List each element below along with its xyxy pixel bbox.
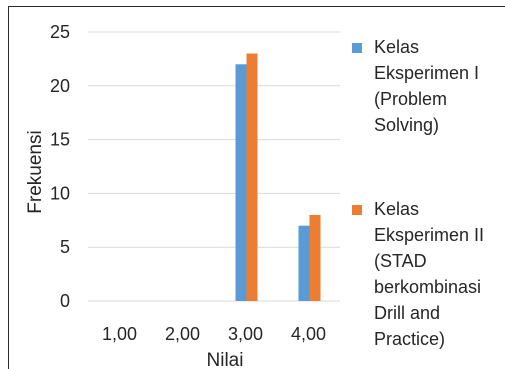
- x-axis-label: Nilai: [207, 350, 244, 369]
- bars: [235, 53, 321, 301]
- y-tick-label: 25: [50, 22, 70, 42]
- y-axis-label: Frekuensi: [25, 130, 46, 213]
- x-tick-label: 3,00: [228, 324, 263, 344]
- bar-series-1-4,00: [298, 225, 310, 301]
- x-tick-labels: 1,00 2,00 3,00 4,00: [102, 324, 326, 344]
- gridlines: [88, 31, 340, 302]
- y-tick-label: 10: [50, 183, 70, 203]
- y-tick-label: 15: [50, 130, 70, 150]
- legend-swatch-series-1: [352, 43, 362, 53]
- legend-swatch-series-2: [352, 205, 362, 215]
- legend-label-series-2: Kelas Eksperimen II (STAD berkombinasi D…: [374, 199, 485, 349]
- legend-label-series-1: Kelas Eksperimen I (Problem Solving): [374, 37, 480, 135]
- bar-series-2-4,00: [309, 214, 321, 301]
- y-tick-label: 20: [50, 76, 70, 96]
- x-tick-label: 2,00: [165, 324, 200, 344]
- y-tick-labels: 0 5 10 15 20 25: [50, 22, 70, 311]
- x-tick-label: 4,00: [291, 324, 326, 344]
- bar-series-2-3,00: [246, 53, 258, 301]
- bar-series-1-3,00: [235, 64, 247, 301]
- y-tick-label: 0: [60, 291, 70, 311]
- y-tick-label: 5: [60, 237, 70, 257]
- chart-frame: [8, 6, 505, 369]
- x-tick-label: 1,00: [102, 324, 137, 344]
